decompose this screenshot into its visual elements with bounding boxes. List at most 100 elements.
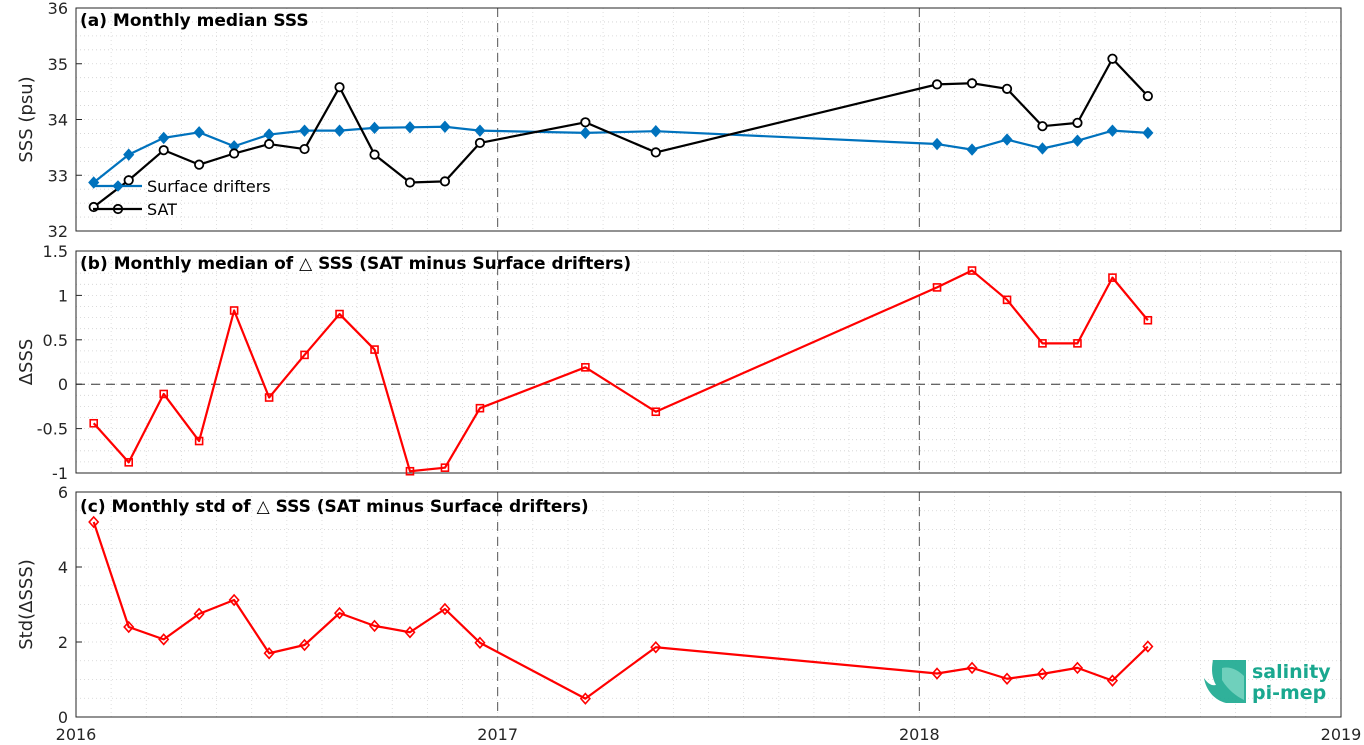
y-tick-label: 36 <box>48 0 68 18</box>
panel-c-std-delta-sss: (c) Monthly std of △ SSS (SAT minus Surf… <box>16 483 1361 744</box>
y-tick-label: -0.5 <box>37 420 68 439</box>
data-point <box>579 126 591 140</box>
data-point <box>194 436 204 446</box>
series-line-delta-2 <box>92 521 1149 700</box>
salinity-pi-mep-logo: salinity pi-mep <box>1204 660 1331 704</box>
data-point <box>228 593 240 607</box>
data-point <box>1002 295 1012 305</box>
data-point <box>335 309 344 319</box>
data-point <box>1142 640 1154 653</box>
data-point <box>1072 117 1083 128</box>
data-point <box>651 407 661 417</box>
panel-b-ylabel: ΔSSS <box>16 339 37 386</box>
data-point <box>474 137 486 149</box>
data-point <box>158 633 170 646</box>
legend-label-surface-drifters: Surface drifters <box>147 177 271 196</box>
y-tick-label: 33 <box>48 166 68 185</box>
data-point <box>931 79 943 90</box>
data-point <box>474 124 486 137</box>
panel-a-ylabel: SSS (psu) <box>16 76 37 162</box>
data-point <box>368 121 381 135</box>
data-point <box>88 515 100 529</box>
x-tick-label: 2016 <box>56 725 97 744</box>
data-point <box>967 266 977 275</box>
data-point <box>1106 124 1119 137</box>
data-point <box>931 137 943 151</box>
y-tick-label: 0 <box>58 708 68 727</box>
plot-frame <box>75 250 1342 474</box>
data-point <box>370 345 379 354</box>
data-point <box>404 626 416 639</box>
data-point <box>966 661 978 675</box>
y-tick-label: 1.5 <box>43 242 68 261</box>
panel-b-title: (b) Monthly median of △ SSS (SAT minus S… <box>80 254 631 274</box>
panel-c-title: (c) Monthly std of △ SSS (SAT minus Surf… <box>80 497 589 517</box>
data-point <box>932 283 942 292</box>
data-point <box>966 78 978 89</box>
y-tick-label: 6 <box>58 483 68 502</box>
series-line-surface-drifters <box>93 125 1148 184</box>
data-point <box>298 638 311 652</box>
data-point <box>263 128 275 141</box>
data-point <box>404 177 416 188</box>
data-point <box>1142 90 1153 102</box>
y-tick-label: 2 <box>58 633 68 652</box>
data-point <box>1037 121 1048 132</box>
data-point <box>89 418 99 428</box>
data-point <box>123 175 134 186</box>
data-point <box>333 124 346 137</box>
data-point <box>333 606 346 620</box>
logo-line1: salinity <box>1252 661 1331 683</box>
data-point <box>300 350 309 360</box>
data-point <box>334 82 345 93</box>
data-point <box>1036 142 1049 155</box>
data-point <box>650 125 662 138</box>
data-point <box>123 620 135 634</box>
data-point <box>194 159 205 170</box>
data-point <box>299 143 310 155</box>
data-point <box>580 117 591 128</box>
data-point <box>1106 674 1119 687</box>
data-point <box>1143 315 1153 325</box>
data-point <box>439 602 451 616</box>
data-point <box>650 147 661 158</box>
data-point <box>369 149 380 160</box>
data-point <box>1107 53 1118 64</box>
y-tick-label: -1 <box>52 464 68 483</box>
data-point <box>650 641 662 654</box>
logo-line2: pi-mep <box>1252 682 1326 704</box>
data-point <box>158 145 169 156</box>
data-point <box>475 403 485 413</box>
plot-frame <box>75 491 1342 718</box>
data-point <box>581 363 590 372</box>
panel-c-ylabel: Std(ΔSSS) <box>16 559 37 650</box>
data-point <box>1001 672 1013 685</box>
data-point <box>1142 126 1154 140</box>
y-tick-label: 1 <box>58 286 68 305</box>
series-line-delta-1 <box>92 269 1149 473</box>
data-point <box>1071 661 1084 675</box>
data-point <box>123 148 135 161</box>
data-point <box>966 143 978 156</box>
data-point <box>931 667 943 680</box>
data-point <box>440 463 450 472</box>
data-point <box>124 458 134 467</box>
data-point <box>579 692 591 705</box>
data-point <box>229 306 239 315</box>
data-point <box>1036 667 1049 681</box>
legend-marker-surface-drifters <box>112 180 124 192</box>
legend-marker-sat <box>112 203 124 215</box>
panel-b-median-delta-sss: (b) Monthly median of △ SSS (SAT minus S… <box>16 242 1342 483</box>
data-point <box>1038 339 1047 348</box>
data-point <box>298 124 311 137</box>
logo-wave-highlight-icon <box>1222 667 1244 700</box>
data-point <box>1071 134 1084 147</box>
legend: Surface drifters SAT <box>93 177 271 219</box>
data-point <box>264 138 275 150</box>
data-point <box>229 148 240 159</box>
data-point <box>158 131 170 145</box>
y-tick-label: 0.5 <box>43 331 68 350</box>
y-tick-label: 4 <box>58 558 68 577</box>
data-point <box>264 393 274 402</box>
data-point <box>1001 83 1013 94</box>
